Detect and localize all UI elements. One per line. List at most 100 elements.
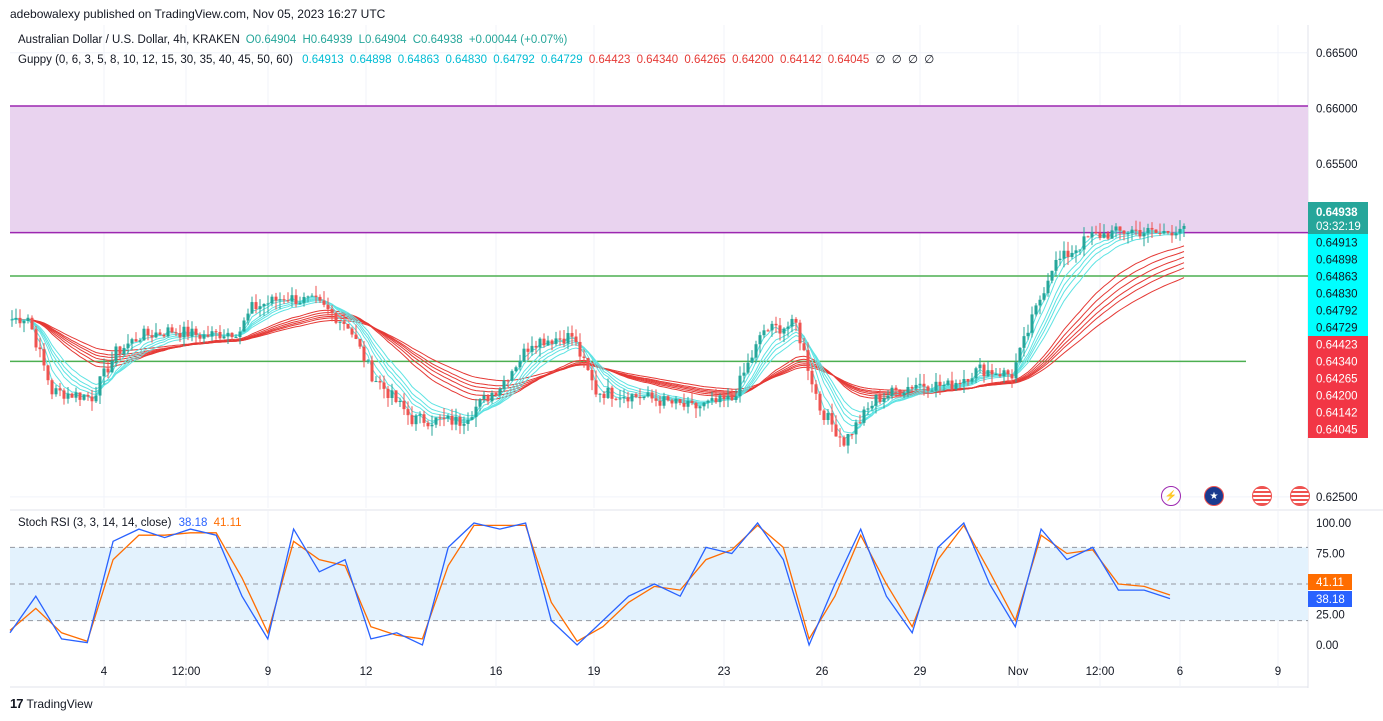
candle-body — [510, 371, 514, 381]
guppy-empty-1: ∅ — [875, 54, 886, 66]
candle-body — [70, 393, 74, 398]
rsi-label[interactable]: Stoch RSI (3, 3, 14, 14, close) — [18, 517, 172, 529]
candle-body — [662, 396, 666, 406]
candle-body — [1098, 232, 1102, 238]
candle-body — [902, 392, 906, 396]
candle-body — [74, 392, 78, 398]
australia-flag-icon[interactable]: ★ — [1204, 486, 1224, 506]
tradingview-logo-icon[interactable]: 17 — [10, 696, 24, 711]
candle-body — [1126, 233, 1130, 235]
candle-body — [910, 386, 914, 389]
candle-body — [34, 329, 38, 348]
candle-body — [86, 395, 90, 397]
candle-body — [526, 348, 530, 352]
candle-body — [1106, 233, 1110, 239]
candle-body — [142, 328, 146, 341]
candle-body — [254, 302, 258, 310]
us-flag-icon[interactable] — [1252, 486, 1272, 506]
candle-body — [154, 332, 158, 338]
candle-body — [610, 387, 614, 399]
candle-body — [442, 417, 446, 419]
candle-body — [1010, 374, 1014, 379]
candle-body — [538, 338, 542, 348]
candle-body — [1018, 347, 1022, 363]
candle-body — [890, 387, 894, 396]
candle-body — [530, 345, 534, 352]
candle-body — [930, 390, 934, 392]
candle-body — [878, 394, 882, 402]
candle-body — [518, 360, 522, 368]
candle-body — [574, 336, 578, 342]
candle-body — [322, 300, 326, 305]
candle-body — [726, 395, 730, 400]
candle-body — [278, 299, 282, 301]
footer-brand[interactable]: TradingView — [26, 696, 93, 711]
guppy-slow-1: 0.64423 — [588, 54, 631, 66]
candle-body — [650, 392, 654, 399]
candle-body — [602, 393, 606, 398]
candle-body — [1178, 228, 1182, 234]
candle-body — [506, 380, 510, 382]
candle-body — [214, 331, 218, 333]
candle-body — [282, 299, 286, 301]
candle-body — [250, 302, 254, 314]
candle-body — [702, 402, 706, 407]
rsi-d-badge — [1308, 574, 1352, 590]
candle-body — [1134, 229, 1138, 231]
candle-body — [258, 306, 262, 310]
symbol-label[interactable]: Australian Dollar / U.S. Dollar, 4h, KRA… — [18, 34, 240, 46]
candle-body — [578, 341, 582, 357]
rsi-tick-label: 25.00 — [1316, 610, 1345, 622]
rsi-d-value: 41.11 — [213, 517, 242, 529]
candle-body — [782, 328, 786, 334]
candle-body — [1166, 230, 1170, 233]
candle-body — [786, 326, 790, 329]
candle-body — [546, 340, 550, 346]
candle-body — [766, 330, 770, 332]
candle-body — [962, 378, 966, 384]
rsi-k-badge-label: 38.18 — [1316, 594, 1345, 606]
guppy-label[interactable]: Guppy (0, 6, 3, 5, 8, 10, 12, 15, 30, 35… — [18, 54, 293, 66]
candle-body — [842, 437, 846, 446]
candle-body — [898, 390, 902, 396]
candle-body — [366, 360, 370, 362]
candle-body — [734, 396, 738, 400]
candle-body — [118, 346, 122, 354]
candle-body — [802, 343, 806, 351]
candle-body — [326, 304, 330, 310]
candle-body — [942, 384, 946, 386]
candle-body — [350, 328, 354, 335]
rsi-k-badge — [1308, 591, 1352, 607]
candle-body — [554, 338, 558, 344]
candle-body — [78, 392, 82, 400]
candle-body — [646, 392, 650, 397]
lightning-icon[interactable]: ⚡ — [1161, 486, 1181, 506]
candle-body — [446, 415, 450, 419]
candle-body — [998, 374, 1002, 377]
candle-body — [1050, 270, 1054, 281]
candle-body — [262, 304, 266, 307]
candle-body — [414, 415, 418, 425]
candle-body — [1046, 280, 1050, 294]
candle-body — [682, 402, 686, 407]
candle-body — [90, 396, 94, 402]
time-tick-label: 4 — [101, 666, 108, 678]
candle-body — [950, 380, 954, 390]
candle-body — [82, 395, 86, 400]
candle-body — [226, 332, 230, 337]
candle-body — [862, 409, 866, 423]
candle-body — [850, 434, 854, 436]
candle-body — [454, 416, 458, 425]
candle-body — [1006, 370, 1010, 375]
candle-body — [218, 332, 222, 339]
time-tick-label: 19 — [588, 666, 601, 678]
candle-body — [994, 374, 998, 376]
candle-body — [1014, 362, 1018, 379]
candle-body — [1078, 249, 1082, 251]
fast-ma-price-label-2: 0.64898 — [1316, 255, 1358, 267]
us-flag-icon-2[interactable] — [1290, 486, 1310, 506]
guppy-fast-3: 0.64863 — [397, 54, 440, 66]
candle-body — [614, 398, 618, 400]
candle-body — [422, 414, 426, 423]
